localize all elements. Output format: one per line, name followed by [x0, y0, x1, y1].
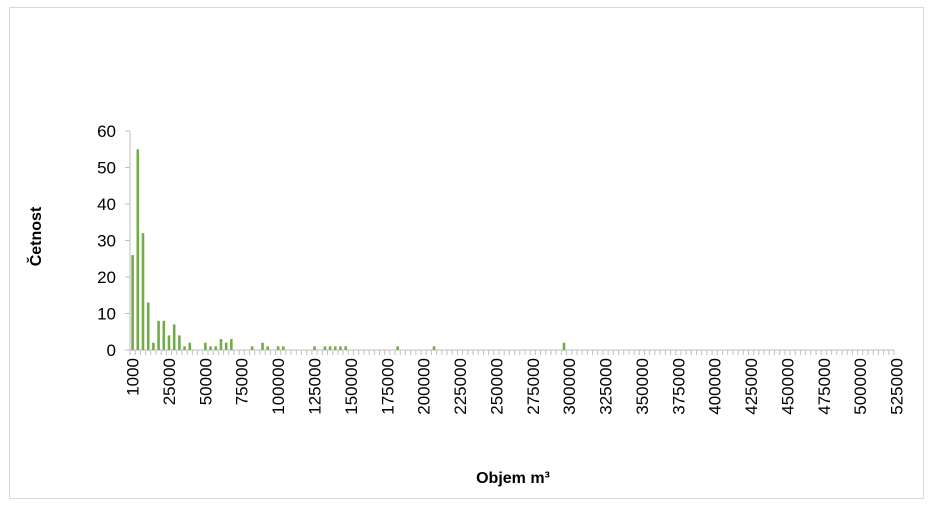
histogram-bar — [183, 346, 186, 350]
x-axis-title: Objem m³ — [476, 470, 550, 487]
histogram-bar — [432, 346, 436, 350]
histogram-bar — [214, 346, 218, 350]
histogram-bar — [131, 255, 134, 350]
x-tick-label: 425000 — [742, 358, 761, 415]
histogram-bar — [266, 346, 270, 350]
y-tick-label: 0 — [107, 341, 116, 360]
histogram-bar — [157, 320, 160, 350]
y-tick-label: 40 — [97, 195, 116, 214]
histogram-bar — [141, 233, 145, 350]
histogram-bar — [224, 342, 228, 350]
x-tick-label: 100000 — [269, 358, 288, 415]
x-tick-label: 525000 — [888, 358, 907, 415]
histogram-bar — [209, 346, 212, 350]
histogram-bar — [136, 149, 140, 350]
y-tick-label: 30 — [97, 232, 116, 251]
x-tick-label: 1000 — [124, 358, 143, 396]
histogram-bar — [261, 342, 264, 350]
y-tick-label: 60 — [97, 122, 116, 141]
y-tick-label: 10 — [97, 305, 116, 324]
y-tick-label: 50 — [97, 159, 116, 178]
histogram-bar — [250, 346, 254, 350]
x-tick-label: 300000 — [560, 358, 579, 415]
histogram-bar — [323, 346, 327, 350]
x-tick-label: 550000 — [924, 358, 925, 415]
y-tick-label: 20 — [97, 268, 116, 287]
histogram-bar — [152, 342, 155, 350]
x-tick-label: 50000 — [196, 358, 215, 405]
histogram-bar — [313, 346, 316, 350]
histogram-bar — [344, 346, 347, 350]
x-tick-label: 475000 — [815, 358, 834, 415]
histogram-bar — [339, 346, 342, 350]
x-tick-label: 375000 — [669, 358, 688, 415]
x-tick-label: 225000 — [451, 358, 470, 415]
x-tick-label: 25000 — [160, 358, 179, 405]
chart-area: Četnost Objem m³ 0 10 20 30 40 50 60 1000 25000 5… — [9, 7, 925, 499]
histogram-bar — [172, 324, 176, 350]
histogram-bar — [178, 335, 181, 350]
x-tick-label: 150000 — [342, 358, 361, 415]
histogram-bar — [219, 339, 223, 350]
histogram-bar — [282, 346, 285, 350]
x-tick-label: 400000 — [706, 358, 725, 415]
histogram-bar — [204, 342, 207, 350]
histogram-bar — [167, 335, 171, 350]
x-tick-label: 175000 — [378, 358, 397, 415]
histogram-bar — [276, 346, 280, 350]
histogram-bar — [396, 346, 399, 350]
x-tick-label: 500000 — [851, 358, 870, 415]
x-tick-label: 75000 — [233, 358, 252, 405]
histogram-bar — [188, 342, 192, 350]
histogram-bar — [146, 302, 150, 350]
x-tick-label: 200000 — [415, 358, 434, 415]
histogram-bar — [162, 320, 166, 350]
x-tick-label: 450000 — [778, 358, 797, 415]
chart-svg: Četnost Objem m³ 0 10 20 30 40 50 60 1000 25000 5… — [26, 122, 925, 487]
y-axis-title: Četnost — [26, 206, 45, 266]
histogram-bar — [328, 346, 332, 350]
x-tick-label: 275000 — [524, 358, 543, 415]
histogram-bar — [333, 346, 337, 350]
histogram-bar — [230, 339, 233, 350]
histogram-bar — [562, 342, 566, 350]
x-tick-label: 250000 — [487, 358, 506, 415]
x-tick-label: 125000 — [306, 358, 325, 415]
x-tick-label: 350000 — [633, 358, 652, 415]
x-tick-label: 325000 — [597, 358, 616, 415]
